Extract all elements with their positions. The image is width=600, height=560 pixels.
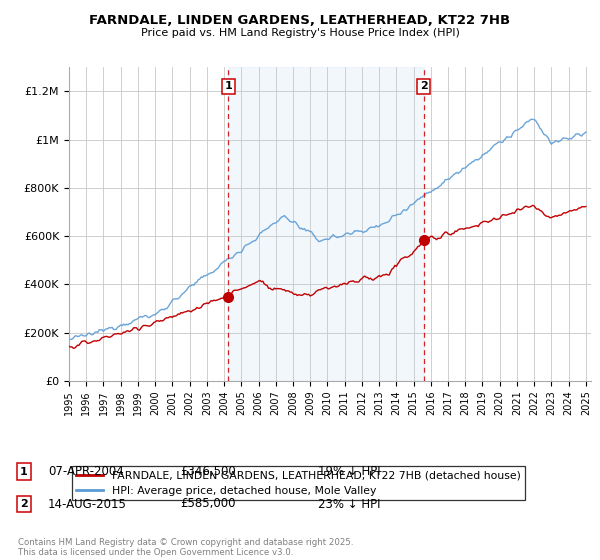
Text: £346,500: £346,500 bbox=[180, 465, 236, 478]
Bar bbox=[229, 67, 424, 381]
Text: Contains HM Land Registry data © Crown copyright and database right 2025.
This d: Contains HM Land Registry data © Crown c… bbox=[18, 538, 353, 557]
Text: 2: 2 bbox=[20, 499, 28, 509]
Text: 14-AUG-2015: 14-AUG-2015 bbox=[48, 497, 127, 511]
Text: 07-APR-2004: 07-APR-2004 bbox=[48, 465, 124, 478]
Text: 1: 1 bbox=[224, 82, 232, 91]
Text: 1: 1 bbox=[20, 466, 28, 477]
Legend: FARNDALE, LINDEN GARDENS, LEATHERHEAD, KT22 7HB (detached house), HPI: Average p: FARNDALE, LINDEN GARDENS, LEATHERHEAD, K… bbox=[72, 466, 525, 500]
Text: 23% ↓ HPI: 23% ↓ HPI bbox=[318, 497, 380, 511]
Text: £585,000: £585,000 bbox=[180, 497, 235, 511]
Text: 19% ↓ HPI: 19% ↓ HPI bbox=[318, 465, 380, 478]
Text: Price paid vs. HM Land Registry's House Price Index (HPI): Price paid vs. HM Land Registry's House … bbox=[140, 28, 460, 38]
Text: FARNDALE, LINDEN GARDENS, LEATHERHEAD, KT22 7HB: FARNDALE, LINDEN GARDENS, LEATHERHEAD, K… bbox=[89, 14, 511, 27]
Text: 2: 2 bbox=[420, 82, 427, 91]
